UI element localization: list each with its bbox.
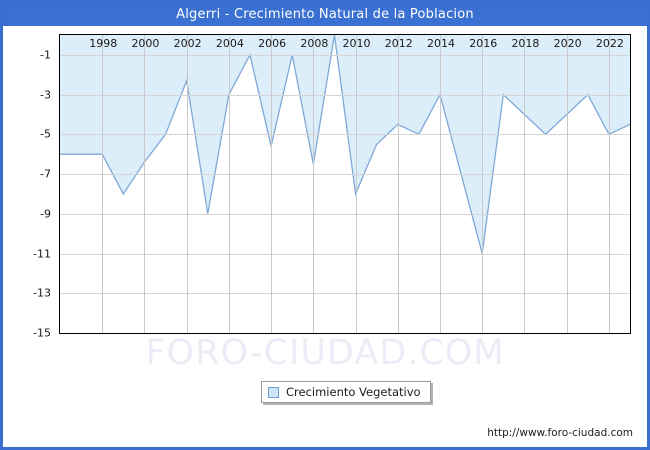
grid-line-vertical	[186, 35, 188, 333]
y-axis: -1 -3 -5 -7 -9 -11 -13 -15	[3, 34, 650, 339]
grid-line-horizontal	[60, 293, 630, 295]
x-axis-tick-label: 2010	[342, 37, 371, 50]
grid-line-horizontal	[60, 54, 630, 56]
y-axis-tick-label: -7	[40, 167, 51, 181]
x-axis-tick-label: 1998	[89, 37, 118, 50]
x-axis-tick-label: 2008	[300, 37, 329, 50]
grid-line-vertical	[440, 35, 441, 333]
y-axis-tick-label: -1	[40, 48, 51, 62]
grid-line-vertical	[102, 35, 104, 333]
y-axis-tick-label: -13	[33, 286, 51, 300]
x-axis-tick-label: 2000	[131, 37, 160, 50]
series-area-fill	[60, 35, 630, 254]
series-crecimiento-vegetativo	[60, 35, 630, 254]
grid-line-horizontal	[60, 134, 630, 136]
x-axis-tick-label: 2006	[258, 37, 287, 50]
series-line	[60, 35, 630, 254]
grid-line-vertical	[566, 35, 568, 333]
plot-area: 1998 2000 2002 2004 2006 2008 2010 2012 2014 2016…	[59, 34, 631, 334]
x-axis-tick-label: 2012	[384, 37, 413, 50]
window-title-bar: Algerri - Crecimiento Natural de la Pobl…	[3, 3, 647, 26]
watermark-text: FORO-CIUDAD.COM	[145, 333, 505, 373]
grid-line-vertical	[608, 35, 610, 333]
legend-label: Crecimiento Vegetativo	[286, 385, 421, 399]
source-url: http://www.foro-ciudad.com	[487, 427, 633, 439]
grid-line-vertical	[482, 35, 484, 333]
x-axis-tick-label: 2018	[511, 37, 540, 50]
x-axis-tick-label: 2004	[215, 37, 244, 50]
grid-line-vertical	[144, 35, 146, 333]
chart-legend[interactable]: Crecimiento Vegetativo	[261, 381, 431, 403]
grid-line-horizontal	[60, 94, 630, 96]
x-axis-tick-label: 2014	[427, 37, 455, 50]
legend-swatch-icon	[268, 386, 279, 398]
y-axis-tick-label: -5	[40, 127, 51, 141]
grid-line-horizontal	[60, 174, 630, 176]
grid-line-horizontal	[60, 253, 630, 255]
grid-line-vertical	[271, 35, 273, 333]
x-axis-tick-label: 2016	[469, 37, 498, 50]
x-axis-tick-label: 2002	[173, 37, 202, 50]
page-title: Algerri - Crecimiento Natural de la Pobl…	[176, 7, 474, 22]
grid-line-vertical	[355, 35, 357, 333]
x-axis-tick-label: 2020	[553, 37, 582, 50]
grid-line-vertical	[228, 35, 230, 333]
grid-line-vertical	[524, 35, 526, 333]
grid-line-vertical	[313, 35, 315, 333]
plot-box: 1998 2000 2002 2004 2006 2008 2010 2012 2014 2016…	[59, 34, 631, 334]
grid-line-vertical	[397, 35, 399, 333]
x-axis-tick-label: 2022	[595, 37, 624, 50]
y-axis-tick-label: -9	[40, 207, 51, 221]
grid-line-horizontal	[60, 213, 630, 215]
grid-line-horizontal	[60, 333, 630, 334]
y-axis-tick-label: -3	[40, 88, 51, 102]
y-axis-tick-label: -15	[33, 326, 51, 340]
y-axis-tick-label: -11	[33, 247, 51, 261]
